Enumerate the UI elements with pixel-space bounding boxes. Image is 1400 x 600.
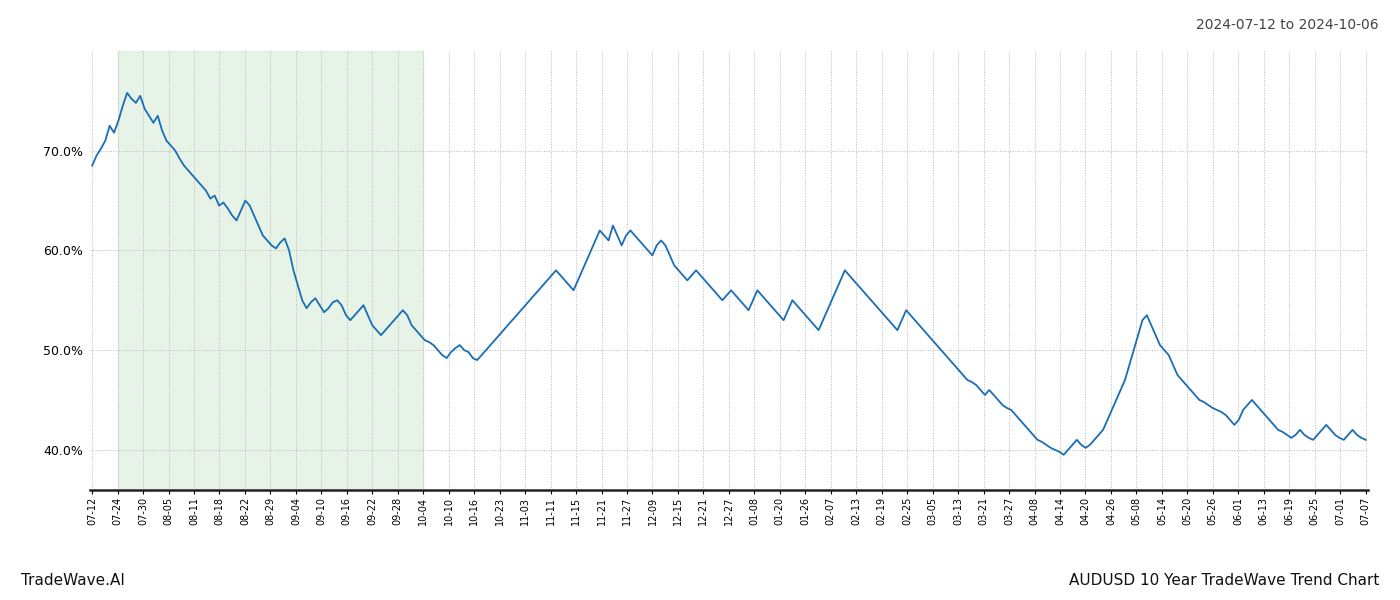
Text: TradeWave.AI: TradeWave.AI [21, 573, 125, 588]
Text: AUDUSD 10 Year TradeWave Trend Chart: AUDUSD 10 Year TradeWave Trend Chart [1068, 573, 1379, 588]
Bar [118, 51, 423, 490]
Text: 2024-07-12 to 2024-10-06: 2024-07-12 to 2024-10-06 [1197, 18, 1379, 32]
